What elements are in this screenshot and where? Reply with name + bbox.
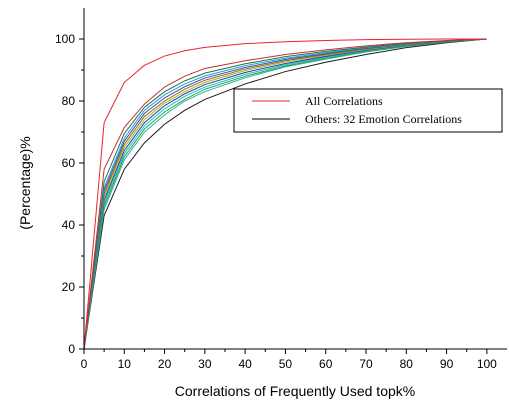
x-tick-label: 0 <box>81 357 88 371</box>
series-line-emotion-3 <box>83 38 487 350</box>
x-tick-label: 90 <box>440 357 454 371</box>
series-line-emotion-6 <box>83 38 487 350</box>
legend: All Correlations Others: 32 Emotion Corr… <box>233 88 503 133</box>
x-tick-label: 30 <box>198 357 212 371</box>
tick-layer: 0 10 20 30 40 50 60 70 80 90 100 0 20 40 60 80 100 <box>55 32 497 371</box>
series-layer <box>83 38 487 350</box>
legend-box <box>233 88 503 133</box>
series-line-all-correlations <box>83 38 487 350</box>
series-line-emotion-5 <box>83 38 487 350</box>
x-tick-label: 20 <box>158 357 172 371</box>
legend-label-emotion-correlations: Others: 32 Emotion Correlations <box>305 112 462 126</box>
x-tick-label: 10 <box>118 357 132 371</box>
series-line-emotion-8 <box>83 38 487 350</box>
series-line-emotion-7 <box>83 38 487 350</box>
y-tick-label: 100 <box>55 32 75 46</box>
x-tick-label: 60 <box>319 357 333 371</box>
series-line-emotion-11 <box>83 38 487 350</box>
y-tick-label: 40 <box>62 218 76 232</box>
y-tick-label: 20 <box>62 280 76 294</box>
x-tick-label: 70 <box>359 357 373 371</box>
x-tick-label: 40 <box>238 357 252 371</box>
series-line-emotion-10 <box>83 38 487 350</box>
y-tick-label: 80 <box>62 94 76 108</box>
x-tick-label: 50 <box>279 357 293 371</box>
y-tick-label: 60 <box>62 156 76 170</box>
series-line-emotion-1 <box>83 38 487 350</box>
legend-label-all-correlations: All Correlations <box>305 94 383 108</box>
series-line-emotion-9 <box>83 38 487 350</box>
x-tick-label: 80 <box>400 357 414 371</box>
series-line-emotion-4 <box>83 38 487 350</box>
y-axis-title: (Percentage)% <box>17 136 33 229</box>
axes-layer <box>83 8 507 350</box>
x-tick-label: 100 <box>477 357 497 371</box>
y-tick-label: 0 <box>68 342 75 356</box>
series-line-emotion-2 <box>83 38 487 350</box>
x-axis-title: Correlations of Frequently Used topk% <box>175 383 415 399</box>
